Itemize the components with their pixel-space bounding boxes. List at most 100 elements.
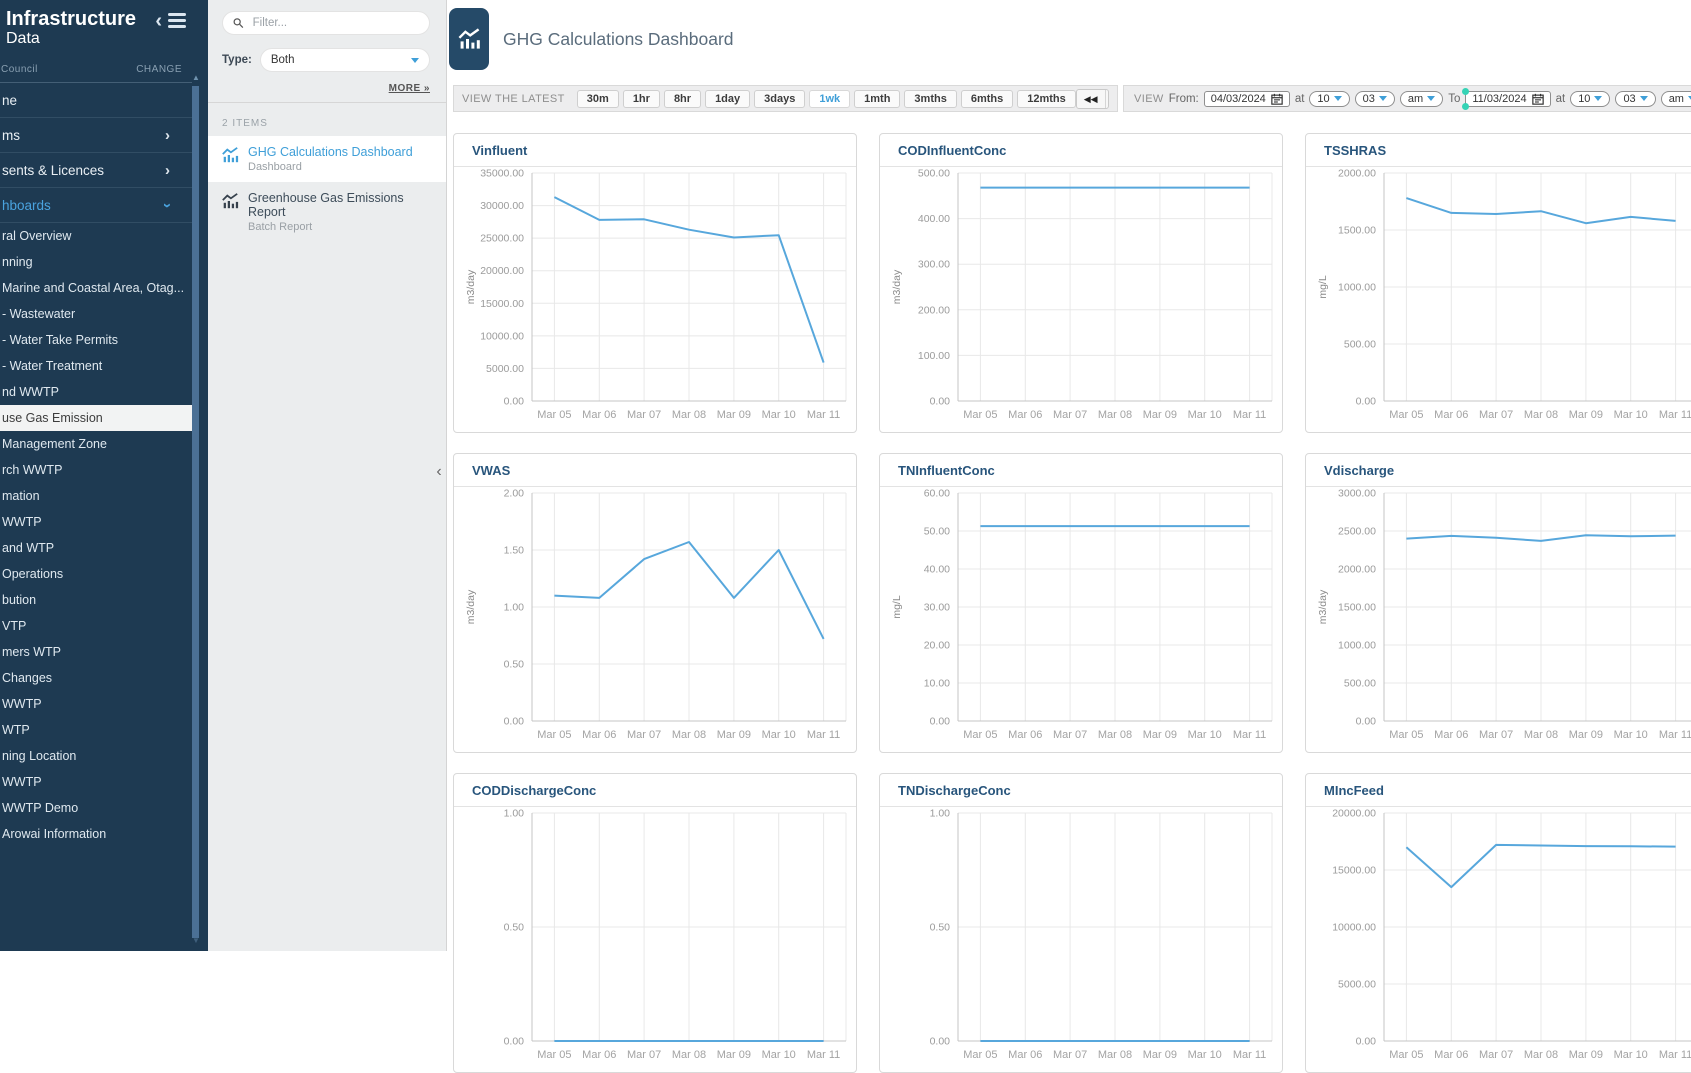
svg-text:Mar 08: Mar 08 (672, 409, 706, 421)
sidebar-dashboard-item[interactable]: WWTP (2, 515, 42, 529)
svg-text:30.00: 30.00 (924, 602, 950, 614)
from-hour-select[interactable]: 10 (1309, 90, 1350, 107)
fast-forward-button[interactable]: ▶▶ (1104, 89, 1108, 108)
sidebar-item[interactable]: sents & Licences › (0, 153, 192, 188)
to-date-input[interactable]: 11/03/2024 (1462, 87, 1551, 110)
chart-title: TNInfluentConc (898, 462, 995, 478)
sidebar-dashboard-item[interactable]: mers WTP (2, 645, 62, 659)
range-button-6mths[interactable]: 6mths (960, 89, 1014, 108)
svg-text:Mar 10: Mar 10 (762, 729, 796, 741)
collapse-sidebar-icon[interactable]: ‹ (155, 9, 162, 32)
range-button-1wk[interactable]: 1wk (809, 89, 851, 108)
sidebar-dashboard-item[interactable]: nd WWTP (2, 385, 59, 399)
scrollbar-up-icon[interactable]: ▲ (192, 73, 200, 82)
range-button-1mth[interactable]: 1mth (854, 89, 901, 108)
sidebar-dashboard-item[interactable]: ral Overview (2, 229, 72, 243)
range-button-30m[interactable]: 30m (576, 89, 619, 108)
sidebar-dashboard-item[interactable]: Arowai Information (2, 827, 107, 841)
hamburger-menu-icon[interactable] (168, 10, 186, 31)
list-item[interactable]: Greenhouse Gas Emissions Report Batch Rep… (208, 182, 446, 242)
from-date-input[interactable]: 04/03/2024 (1203, 90, 1290, 107)
sidebar-dashboard-item[interactable]: bution (2, 593, 37, 607)
more-filters-link[interactable]: MORE » (388, 83, 430, 94)
svg-text:Mar 11: Mar 11 (807, 729, 840, 741)
to-date-value: 11/03/2024 (1472, 92, 1527, 105)
selection-handle[interactable] (1462, 102, 1470, 110)
chart-title: Vdischarge (1324, 462, 1395, 478)
svg-text:20.00: 20.00 (924, 640, 950, 652)
sidebar-item[interactable]: ms › (0, 118, 192, 153)
sidebar-dashboard-item[interactable]: WWTP (2, 775, 42, 789)
svg-text:Mar 09: Mar 09 (1569, 1049, 1603, 1061)
page-title: GHG Calculations Dashboard (503, 28, 734, 49)
range-button-3mths[interactable]: 3mths (904, 89, 957, 108)
svg-text:Mar 07: Mar 07 (1053, 729, 1087, 741)
range-button-3days[interactable]: 3days (754, 89, 806, 108)
svg-text:Mar 11: Mar 11 (1233, 409, 1266, 421)
range-button-8hr[interactable]: 8hr (663, 89, 702, 108)
svg-text:30000.00: 30000.00 (480, 200, 524, 212)
sidebar-dashboard-item[interactable]: and WTP (2, 541, 55, 555)
svg-text:1.50: 1.50 (504, 545, 525, 557)
svg-text:Mar 10: Mar 10 (1614, 1049, 1648, 1061)
sidebar-dashboard-item[interactable]: Management Zone (2, 437, 107, 451)
sidebar: Infrastructure Data ‹ Council CHANGE ne m… (0, 0, 208, 951)
range-button-1hr[interactable]: 1hr (622, 89, 660, 108)
item-list: GHG Calculations Dashboard Dashboard Green… (208, 136, 446, 242)
sidebar-dashboard-item[interactable]: Operations (2, 567, 64, 581)
chart-card: MIncFeed 0.00 5000.00 10000.00 15000.00 2000… (1305, 773, 1691, 1073)
filter-field[interactable] (222, 11, 430, 35)
sidebar-item[interactable]: ne (0, 83, 192, 118)
sidebar-dashboard-item[interactable]: Changes (2, 671, 53, 685)
to-minute-select[interactable]: 03 (1615, 90, 1656, 107)
line-chart: 0.00 10.00 20.00 30.00 40.00 50.00 60.00 Mar 05… (891, 488, 1273, 741)
type-select[interactable]: Both (259, 48, 430, 72)
chart-title: TNDischargeConc (898, 782, 1011, 798)
filter-input[interactable] (250, 16, 419, 30)
svg-text:Mar 07: Mar 07 (1053, 1049, 1087, 1061)
svg-text:0.50: 0.50 (504, 659, 525, 671)
svg-text:Mar 08: Mar 08 (672, 1049, 706, 1061)
sidebar-dashboard-item[interactable]: WWTP (2, 697, 42, 711)
to-hour-select[interactable]: 10 (1570, 90, 1611, 107)
sidebar-item-label: ne (2, 92, 18, 108)
svg-text:0.50: 0.50 (930, 922, 951, 934)
to-label: To (1448, 92, 1461, 105)
from-hour-value: 10 (1317, 92, 1330, 105)
sidebar-dashboard-item[interactable]: nning (2, 255, 33, 269)
sidebar-dashboard-item[interactable]: VTP (2, 619, 27, 633)
sidebar-scrollbar[interactable] (192, 86, 199, 938)
svg-text:25000.00: 25000.00 (480, 233, 524, 245)
range-button-group: 30m 1hr 8hr 1day 3days 1wk 1mth 3mths 6mths 12mth… (576, 89, 1076, 108)
sidebar-dashboard-item[interactable]: - Water Treatment (2, 359, 103, 373)
sidebar-dashboard-item[interactable]: - Water Take Permits (2, 333, 118, 347)
from-ampm-select[interactable]: am (1399, 90, 1444, 107)
change-council-link[interactable]: CHANGE (136, 64, 182, 75)
rewind-button[interactable]: ◀◀ (1083, 93, 1098, 104)
range-button-1day[interactable]: 1day (705, 89, 751, 108)
selection-handle[interactable] (1462, 87, 1470, 95)
sidebar-item[interactable]: hboards › (0, 188, 192, 223)
chart-title: Vinfluent (472, 142, 528, 158)
sidebar-dashboard-item[interactable]: WTP (2, 723, 30, 737)
from-minute-select[interactable]: 03 (1354, 90, 1395, 107)
type-label: Type: (222, 54, 252, 66)
list-item[interactable]: GHG Calculations Dashboard Dashboard (208, 136, 446, 182)
svg-text:2.00: 2.00 (504, 488, 525, 500)
sidebar-dashboard-item[interactable]: ning Location (2, 749, 77, 763)
collapse-panel-button[interactable]: ‹ (436, 463, 442, 480)
sidebar-dashboard-item[interactable]: - Wastewater (2, 307, 76, 321)
svg-text:Mar 06: Mar 06 (1434, 1049, 1468, 1061)
sidebar-dashboard-item[interactable]: WWTP Demo (2, 801, 79, 815)
sidebar-dashboard-item[interactable]: Marine and Coastal Area, Otag... (2, 281, 185, 295)
chart-title: TSSHRAS (1324, 142, 1387, 158)
sidebar-dashboard-item[interactable]: rch WWTP (2, 463, 63, 477)
scrollbar-down-icon[interactable]: ▼ (192, 936, 200, 945)
sidebar-dashboard-item[interactable]: use Gas Emission (0, 405, 192, 431)
range-button-12mths[interactable]: 12mths (1017, 89, 1076, 108)
svg-text:Mar 10: Mar 10 (1188, 1049, 1222, 1061)
to-ampm-select[interactable]: am (1660, 90, 1691, 107)
svg-text:40.00: 40.00 (924, 564, 950, 576)
sidebar-dashboard-item[interactable]: mation (2, 489, 40, 503)
svg-text:5000.00: 5000.00 (486, 363, 524, 375)
